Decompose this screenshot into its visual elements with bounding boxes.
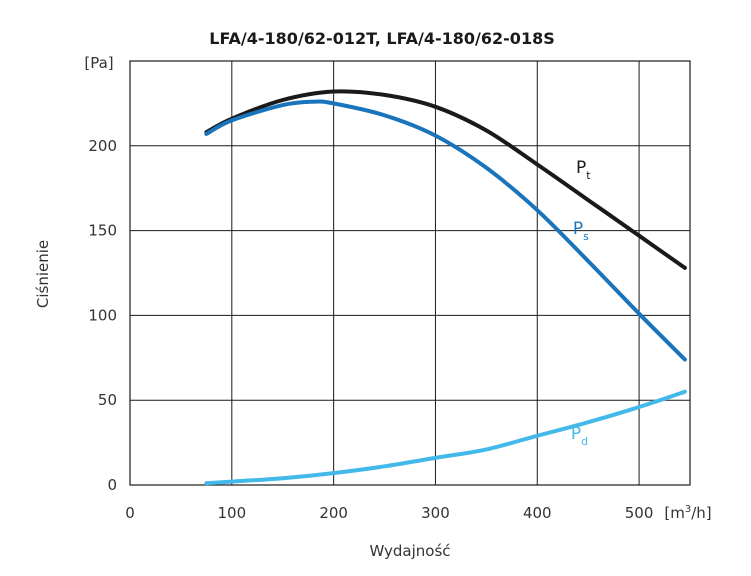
series-line-pd xyxy=(204,389,687,486)
x-tick-label: 300 xyxy=(421,504,450,522)
series-label-sub: t xyxy=(586,169,591,182)
series-label-main: P xyxy=(573,219,583,239)
series-line-ps xyxy=(204,99,687,362)
y-axis-unit: [Pa] xyxy=(84,54,113,72)
y-tick-label: 100 xyxy=(88,306,117,324)
grid xyxy=(130,61,690,485)
y-tick-label: 150 xyxy=(88,222,117,240)
x-tick-label: 400 xyxy=(523,504,552,522)
series-label-sub: s xyxy=(583,230,589,243)
series-label-ps: Ps xyxy=(573,219,589,243)
x-unit-tail: /h] xyxy=(691,504,711,522)
x-unit-sup: 3 xyxy=(685,504,691,515)
x-unit-base: [m xyxy=(664,504,684,522)
series-group xyxy=(204,89,687,486)
y-tick-label: 50 xyxy=(98,391,117,409)
series-label-sub: d xyxy=(581,435,588,448)
y-tick-label: 0 xyxy=(107,476,117,494)
x-tick-label: 500 xyxy=(625,504,654,522)
plot-frame xyxy=(129,60,691,486)
series-label-pt: Pt xyxy=(576,158,591,182)
x-axis-unit: [m3/h] xyxy=(664,504,711,522)
tick-labels: 0 100 200 300 400 500 0 50 100 150 200 xyxy=(88,137,653,522)
series-label-main: P xyxy=(571,424,581,444)
chart-title: LFA/4-180/62-012T, LFA/4-180/62-018S xyxy=(209,29,554,48)
y-axis-title: Ciśnienie xyxy=(34,240,52,308)
y-tick-label: 200 xyxy=(88,137,117,155)
x-tick-label: 200 xyxy=(319,504,348,522)
series-label-pd: Pd xyxy=(571,424,588,448)
x-tick-label: 100 xyxy=(217,504,246,522)
x-axis-title: Wydajność xyxy=(369,542,450,560)
series-line-pt xyxy=(204,89,687,270)
x-tick-label: 0 xyxy=(125,504,135,522)
series-label-main: P xyxy=(576,158,586,178)
